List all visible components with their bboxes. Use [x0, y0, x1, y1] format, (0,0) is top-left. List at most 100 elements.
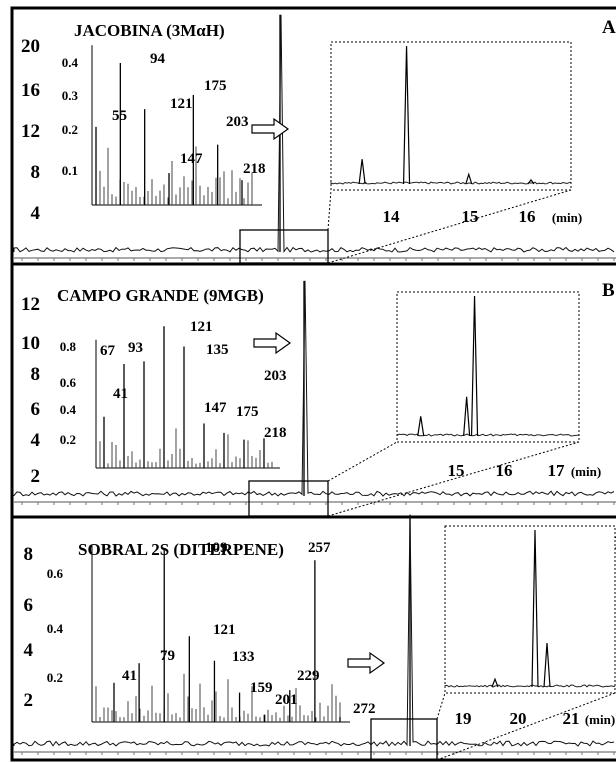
zoom-trace: [330, 181, 572, 185]
chart-title: CAMPO GRANDE (9MGB): [57, 286, 264, 305]
ms-peak-label: 121: [190, 319, 213, 335]
zoom-peak: [465, 172, 473, 185]
ms-peak-label: 121: [213, 622, 236, 638]
ms-y-tick-label: 0.8: [60, 339, 77, 354]
zoom-peak: [531, 529, 539, 688]
zoom-x-tick-label: 17: [548, 461, 566, 480]
zoom-x-tick-label: 14: [383, 207, 401, 226]
y-tick-label: 2: [31, 466, 41, 487]
ms-y-tick-label: 0.4: [62, 55, 79, 70]
y-tick-label: 10: [21, 333, 40, 354]
arrow-icon: [251, 117, 290, 141]
ms-peak-label: 93: [128, 340, 143, 356]
zoom-x-tick-label: 16: [519, 207, 536, 226]
ms-peak-label: 41: [122, 668, 137, 684]
zoom-x-tick-label: 16: [496, 461, 513, 480]
ms-peak-label: 159: [250, 680, 273, 696]
ms-peak-label: 41: [113, 386, 128, 402]
ms-peak-label: 203: [226, 114, 249, 130]
zoom-peak: [491, 677, 499, 688]
ms-peak-label: 272: [353, 701, 376, 717]
zoom-connector: [327, 189, 332, 231]
chart-panel-c: CSOBRAL 2S (DITERPENE)86420.60.40.241791…: [13, 514, 616, 761]
ms-peak-label: 218: [243, 161, 266, 177]
y-tick-label: 8: [24, 544, 34, 565]
y-tick-label: 20: [21, 36, 40, 57]
ms-peak-label: 257: [308, 540, 331, 556]
zoom-peak: [527, 178, 535, 185]
zoom-peak: [470, 295, 479, 437]
zoom-x-tick-label: 15: [448, 461, 465, 480]
zoom-x-unit: (min): [585, 712, 615, 727]
zoom-peak: [417, 416, 425, 437]
chart-title: SOBRAL 2S (DITERPENE): [78, 540, 284, 559]
chromatogram-trace: [13, 514, 615, 747]
zoom-inset-frame: [396, 291, 580, 443]
ms-y-tick-label: 0.6: [60, 375, 77, 390]
ms-y-tick-label: 0.2: [62, 122, 78, 137]
ms-y-tick-label: 0.1: [62, 163, 78, 178]
ms-peak-label: 203: [264, 368, 287, 384]
ms-peak-label: 133: [232, 649, 255, 665]
ms-y-tick-label: 0.4: [47, 621, 64, 636]
zoom-inset-frame: [330, 41, 572, 191]
y-tick-label: 4: [31, 203, 41, 224]
zoom-inset-frame: [444, 525, 616, 694]
panel-letter: A: [602, 17, 616, 38]
panel-letter: B: [602, 280, 615, 301]
zoom-x-tick-label: 19: [455, 709, 472, 728]
zoom-peak: [463, 396, 471, 437]
ms-y-tick-label: 0.4: [60, 402, 77, 417]
zoom-x-unit: (min): [571, 464, 601, 479]
ms-peak-label: 121: [170, 96, 193, 112]
zoom-region-box: [370, 718, 438, 761]
arrow-icon: [253, 331, 292, 355]
chromatogram-trace: [13, 280, 615, 497]
arrow-icon: [347, 651, 386, 675]
y-tick-label: 4: [24, 640, 34, 661]
y-tick-label: 8: [31, 364, 41, 385]
zoom-x-tick-label: 21: [563, 709, 580, 728]
ms-y-tick-label: 0.3: [62, 88, 79, 103]
zoom-region-box: [248, 480, 329, 517]
ms-y-tick-label: 0.2: [60, 432, 76, 447]
zoom-connector: [327, 441, 398, 482]
y-tick-label: 6: [31, 399, 41, 420]
ms-peak-label: 135: [206, 342, 229, 358]
ms-peak-label: 147: [204, 400, 227, 416]
zoom-x-tick-label: 15: [462, 207, 479, 226]
y-tick-label: 8: [31, 162, 41, 183]
zoom-peak: [543, 642, 551, 688]
y-tick-label: 6: [24, 595, 34, 616]
ms-peak-label: 109: [205, 540, 228, 556]
y-tick-label: 16: [21, 80, 40, 101]
chromatogram-trace: [13, 14, 615, 253]
ms-peak-label: 67: [100, 343, 116, 359]
ms-peak-label: 175: [204, 78, 227, 94]
zoom-trace: [444, 684, 616, 688]
y-tick-label: 2: [24, 690, 34, 711]
zoom-peak: [358, 159, 366, 185]
chart-title: JACOBINA (3MαH): [74, 21, 225, 40]
ms-peak-label: 201: [275, 692, 298, 708]
ms-peak-label: 218: [264, 425, 287, 441]
ms-peak-label: 79: [160, 648, 175, 664]
ms-peak-label: 147: [180, 151, 203, 167]
ms-peak-label: 55: [112, 108, 127, 124]
ms-peak-label: 94: [150, 51, 166, 67]
y-tick-label: 4: [31, 430, 41, 451]
y-tick-label: 12: [21, 294, 40, 315]
ms-peak-label: 175: [236, 404, 259, 420]
zoom-peak: [402, 45, 411, 185]
chart-panel-b: B CAMPO GRANDE (9MGB) 12 10 8 6 4 2 0.8 0.6 0.4 0.2…: [13, 280, 616, 517]
zoom-connector: [436, 692, 446, 720]
y-tick-label: 12: [21, 121, 40, 142]
ms-y-tick-label: 0.2: [47, 670, 63, 685]
chart-panel-a: A JACOBINA (3MαH) 20 16 12 8 4 0.4 0.3 0.2 0.1 55 94…: [13, 14, 616, 264]
zoom-x-unit: (min): [552, 210, 582, 225]
ms-peak-label: 229: [297, 668, 320, 684]
zoom-x-tick-label: 20: [510, 709, 527, 728]
zoom-region-box: [239, 229, 329, 264]
zoom-trace: [396, 433, 580, 437]
